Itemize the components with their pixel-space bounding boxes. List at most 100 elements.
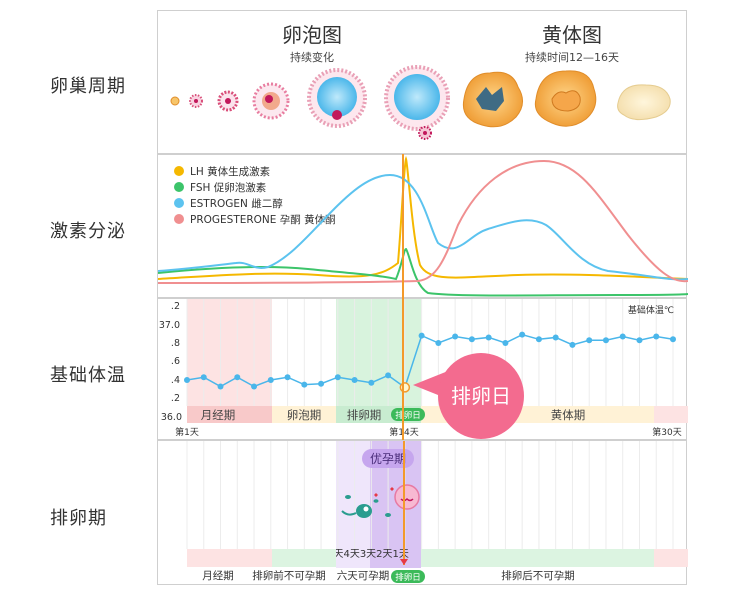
best-pregnancy-badge-bg xyxy=(362,449,414,468)
strip-post xyxy=(421,549,654,567)
ovulation-marker-icon xyxy=(400,559,408,565)
temperature-point xyxy=(653,333,660,340)
legend-dot-lh xyxy=(174,166,184,176)
lh-curve xyxy=(157,155,689,280)
temperature-point xyxy=(452,333,459,340)
follicle-subtitle: 持续变化 xyxy=(290,50,334,64)
ytick-5: .2 xyxy=(171,393,180,404)
hormone-panel: LH 黄体生成激素 FSH 促卵泡激素 ESTROGEN 雌二醇 PROGEST… xyxy=(157,154,689,298)
temperature-point xyxy=(184,377,190,383)
heart-icon-2 xyxy=(390,487,394,491)
menstrual-strip xyxy=(187,406,272,423)
legend-dot-estrogen xyxy=(174,198,184,208)
temperature-point xyxy=(435,340,442,346)
temperature-point xyxy=(535,336,542,343)
temperature-point xyxy=(485,334,492,341)
temperature-point xyxy=(217,383,224,390)
temperature-point xyxy=(301,381,308,388)
label-basal-temperature: 基础体温 xyxy=(50,365,126,386)
temperature-point xyxy=(251,383,258,390)
follicular-strip xyxy=(272,406,336,423)
strip-late xyxy=(654,549,688,567)
fsh-curve xyxy=(157,247,689,297)
temperature-point xyxy=(267,377,274,383)
ovarian-cycle-panel: 卵泡图 持续变化 黄体图 持续时间12—16天 xyxy=(157,10,687,154)
bottom-six-day-fertile: 六天可孕期 xyxy=(337,570,390,582)
follicle-1 xyxy=(170,96,180,106)
late-strip xyxy=(654,406,688,423)
legend-dot-progesterone xyxy=(174,214,184,224)
day-gridlines-2 xyxy=(186,441,674,549)
temperature-point xyxy=(284,374,291,381)
phase-menstrual: 月经期 xyxy=(201,408,236,422)
ytick-3: .6 xyxy=(171,356,180,367)
sperm-small-2 xyxy=(385,513,391,517)
legend-estrogen: ESTROGEN 雌二醇 xyxy=(190,197,283,210)
bottom-post-infertile: 排卵后不可孕期 xyxy=(501,569,575,582)
corpus-title: 黄体图 xyxy=(542,23,602,47)
ytick-1: 37.0 xyxy=(159,320,180,331)
progesterone-curve xyxy=(157,159,689,284)
ovulation-line-overlay xyxy=(402,154,404,440)
strip-pre xyxy=(272,549,336,567)
temperature-point xyxy=(569,341,576,348)
phase-luteal: 黄体期 xyxy=(551,408,586,422)
label-ovulation-period: 排卵期 xyxy=(50,508,107,529)
day-label-30: 第30天 xyxy=(652,426,681,438)
temperature-point xyxy=(418,332,425,339)
temperature-point xyxy=(368,379,375,386)
temperature-point xyxy=(334,374,341,381)
corpus-albicans xyxy=(617,84,671,121)
temperature-point xyxy=(619,333,626,340)
bottom-ovulation-badge-bg xyxy=(391,570,425,583)
bottom-pre-infertile: 排卵前不可孕期 xyxy=(252,569,326,582)
temperature-point xyxy=(318,380,325,387)
legend-lh: LH 黄体生成激素 xyxy=(190,165,270,178)
temperature-point xyxy=(502,340,509,346)
temp-unit-label: 基础体温℃ xyxy=(628,304,674,316)
ytick-0: .2 xyxy=(171,301,180,312)
strip-menstrual xyxy=(187,549,272,567)
ovum-cartoon xyxy=(394,484,420,510)
temperature-point xyxy=(670,336,676,343)
temperature-point xyxy=(552,334,559,341)
sperm-small-1 xyxy=(345,495,351,499)
ovulation-bg xyxy=(336,299,421,423)
ovulation-callout xyxy=(438,353,524,439)
temperature-point xyxy=(519,331,526,338)
ovarian-cycle-illustration: 卵泡图 持续变化 黄体图 持续时间12—16天 xyxy=(170,23,671,140)
temperature-point xyxy=(468,336,475,343)
temperature-point xyxy=(602,337,609,344)
ytick-4: .4 xyxy=(171,375,180,386)
phase-ovulation: 排卵期 xyxy=(347,408,382,422)
sperm-small-3 xyxy=(373,499,379,503)
legend-fsh: FSH 促卵泡激素 xyxy=(190,181,266,194)
legend-progesterone: PROGESTERONE 孕酮 黄体酮 xyxy=(190,213,336,226)
ytick-2: .8 xyxy=(171,338,180,349)
hormone-chart: LH 黄体生成激素 FSH 促卵泡激素 ESTROGEN 雌二醇 PROGEST… xyxy=(157,155,689,297)
label-ovarian-cycle: 卵巢周期 xyxy=(50,76,126,97)
temperature-point xyxy=(586,337,593,344)
ovulation-callout-text: 排卵日 xyxy=(451,384,511,408)
legend-dot-fsh xyxy=(174,182,184,192)
best-pregnancy-badge: 优孕期 xyxy=(370,452,406,466)
temperature-panel: .2 37.0 .8 .6 .4 .2 36.0 基础体温℃ 月经期 卵泡期 排… xyxy=(157,298,688,440)
temperature-point xyxy=(234,374,241,381)
temperature-point xyxy=(200,374,207,381)
ovulation-illustration: 优孕期 5天4天3天2天1天 月经期 排卵前不可孕期 六天可孕期 排卵日 排卵后… xyxy=(186,441,688,583)
bottom-ovulation-badge: 排卵日 xyxy=(395,572,421,583)
temperature-point xyxy=(385,372,392,379)
ovulation-day-badge-bg xyxy=(391,408,425,421)
estrogen-curve xyxy=(157,173,689,281)
label-hormone-secretion: 激素分泌 xyxy=(50,221,126,242)
ovulation-panel: 优孕期 5天4天3天2天1天 月经期 排卵前不可孕期 六天可孕期 排卵日 排卵后… xyxy=(157,440,688,585)
follicle-title: 卵泡图 xyxy=(282,23,342,47)
corpus-subtitle: 持续时间12—16天 xyxy=(525,50,619,64)
temperature-point xyxy=(636,337,643,344)
bottom-menstrual: 月经期 xyxy=(202,569,234,582)
day-label-1: 第1天 xyxy=(175,426,199,438)
days-before-ovulation: 5天4天3天2天1天 xyxy=(327,549,409,560)
ovulation-day-badge: 排卵日 xyxy=(395,410,421,421)
sperm-cartoon xyxy=(356,504,372,518)
ytick-6: 36.0 xyxy=(161,412,182,423)
